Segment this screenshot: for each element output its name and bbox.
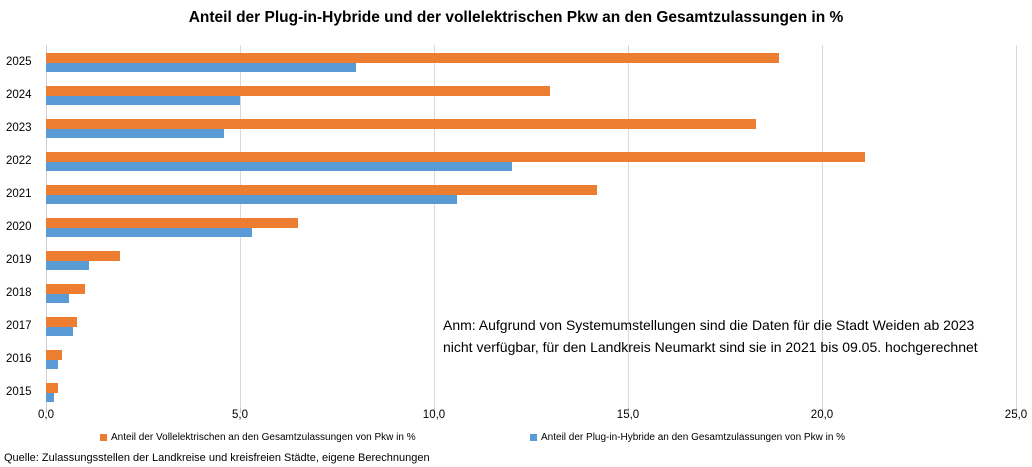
gridline-15 [628,45,629,408]
y-axis-label-2019: 2019 [6,253,32,266]
y-axis-label-2024: 2024 [6,88,32,101]
gridline-20 [822,45,823,408]
source-note: Quelle: Zulassungsstellen der Landkreise… [4,452,430,464]
bar-plug-in-hybride-2019 [46,260,89,270]
y-axis-label-2015: 2015 [6,385,32,398]
bar-plug-in-hybride-2020 [46,227,252,237]
bar-plug-in-hybride-2017 [46,326,74,336]
legend: Anteil der Vollelektrischen an den Gesam… [0,431,1032,445]
bar-vollelektrische-2020 [46,218,299,228]
legend-marker-vollelektrische-icon [100,433,107,441]
y-axis-label-2016: 2016 [6,352,32,365]
gridline-25 [1016,45,1017,408]
annotation-line: Anm: Aufgrund von Systemumstellungen sin… [443,317,975,333]
x-axis-tick-label: 20,0 [810,409,834,421]
bar-vollelektrische-2023 [46,119,757,129]
legend-item-plug-in-hybride: Anteil der Plug-in-Hybride an den Gesamt… [530,431,845,443]
y-axis-label-2017: 2017 [6,319,32,332]
x-axis-tick-label: 15,0 [616,409,640,421]
bar-vollelektrische-2025 [46,53,780,63]
chart-title: Anteil der Plug-in-Hybride und der volle… [188,9,844,26]
axis-tick-0 [46,408,47,413]
bar-plug-in-hybride-2015 [46,392,54,402]
bar-plug-in-hybride-2018 [46,293,70,303]
bar-vollelektrische-2018 [46,284,85,294]
legend-label-vollelektrische: Anteil der Vollelektrischen an den Gesam… [111,431,416,443]
axis-tick-20 [822,408,823,413]
bar-plug-in-hybride-2023 [46,128,225,138]
axis-tick-5 [240,408,241,413]
y-axis-label-2025: 2025 [6,55,32,68]
bar-vollelektrische-2016 [46,350,62,360]
plot-area [46,45,1017,413]
x-axis-tick-label: 10,0 [422,409,446,421]
bar-vollelektrische-2017 [46,317,78,327]
x-axis-tick-label: 0,0 [38,409,54,421]
annotation-line: nicht verfügbar, für den Landkreis Neuma… [443,339,978,355]
bar-vollelektrische-2019 [46,251,120,261]
y-axis-label-2018: 2018 [6,286,32,299]
x-axis-tick-label: 5,0 [232,409,248,421]
bar-plug-in-hybride-2016 [46,359,58,369]
axis-tick-15 [628,408,629,413]
annotation-note: Anm: Aufgrund von Systemumstellungen sin… [443,314,1032,358]
bar-vollelektrische-2021 [46,185,597,195]
legend-label-plug-in-hybride: Anteil der Plug-in-Hybride an den Gesamt… [541,431,846,443]
gridline-10 [434,45,435,408]
y-axis-label-2023: 2023 [6,121,32,134]
bar-vollelektrische-2015 [46,383,58,393]
legend-item-vollelektrische: Anteil der Vollelektrischen an den Gesam… [100,431,416,443]
bar-plug-in-hybride-2021 [46,194,458,204]
bar-vollelektrische-2024 [46,86,551,96]
y-axis-label-2020: 2020 [6,220,32,233]
bar-plug-in-hybride-2024 [46,95,240,105]
legend-marker-plug-in-hybride-icon [530,433,537,441]
bar-vollelektrische-2022 [46,152,865,162]
y-axis-label-2021: 2021 [6,187,32,200]
axis-tick-25 [1016,408,1017,413]
y-axis-label-2022: 2022 [6,154,32,167]
x-axis-tick-label: 25,0 [1004,409,1028,421]
bar-plug-in-hybride-2025 [46,62,357,72]
bar-plug-in-hybride-2022 [46,161,512,171]
axis-tick-10 [434,408,435,413]
